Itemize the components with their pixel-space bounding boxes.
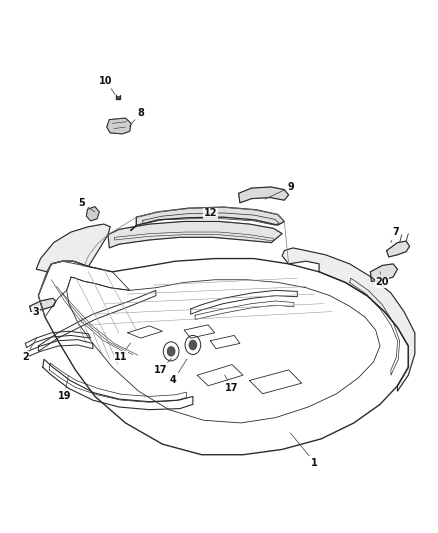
Circle shape xyxy=(167,346,176,357)
Text: 17: 17 xyxy=(225,375,239,393)
Polygon shape xyxy=(131,207,284,230)
Text: 17: 17 xyxy=(153,359,171,375)
Polygon shape xyxy=(282,248,415,391)
Text: 3: 3 xyxy=(33,303,41,317)
Text: 1: 1 xyxy=(290,433,318,467)
Text: 7: 7 xyxy=(391,227,399,243)
Text: 9: 9 xyxy=(265,182,294,199)
Text: 2: 2 xyxy=(22,338,37,361)
Polygon shape xyxy=(239,187,289,203)
Polygon shape xyxy=(86,207,99,221)
Polygon shape xyxy=(387,241,410,257)
Text: 8: 8 xyxy=(129,108,144,126)
Polygon shape xyxy=(107,118,131,134)
Polygon shape xyxy=(371,264,397,281)
Text: 4: 4 xyxy=(170,359,187,385)
Circle shape xyxy=(188,340,197,350)
Text: 5: 5 xyxy=(78,198,95,212)
Text: 19: 19 xyxy=(58,375,71,401)
Polygon shape xyxy=(108,221,282,248)
Text: 12: 12 xyxy=(203,208,217,222)
Text: 20: 20 xyxy=(375,272,389,287)
Polygon shape xyxy=(30,298,56,312)
Polygon shape xyxy=(36,224,110,272)
Text: 10: 10 xyxy=(99,76,115,94)
Text: 11: 11 xyxy=(114,343,131,361)
